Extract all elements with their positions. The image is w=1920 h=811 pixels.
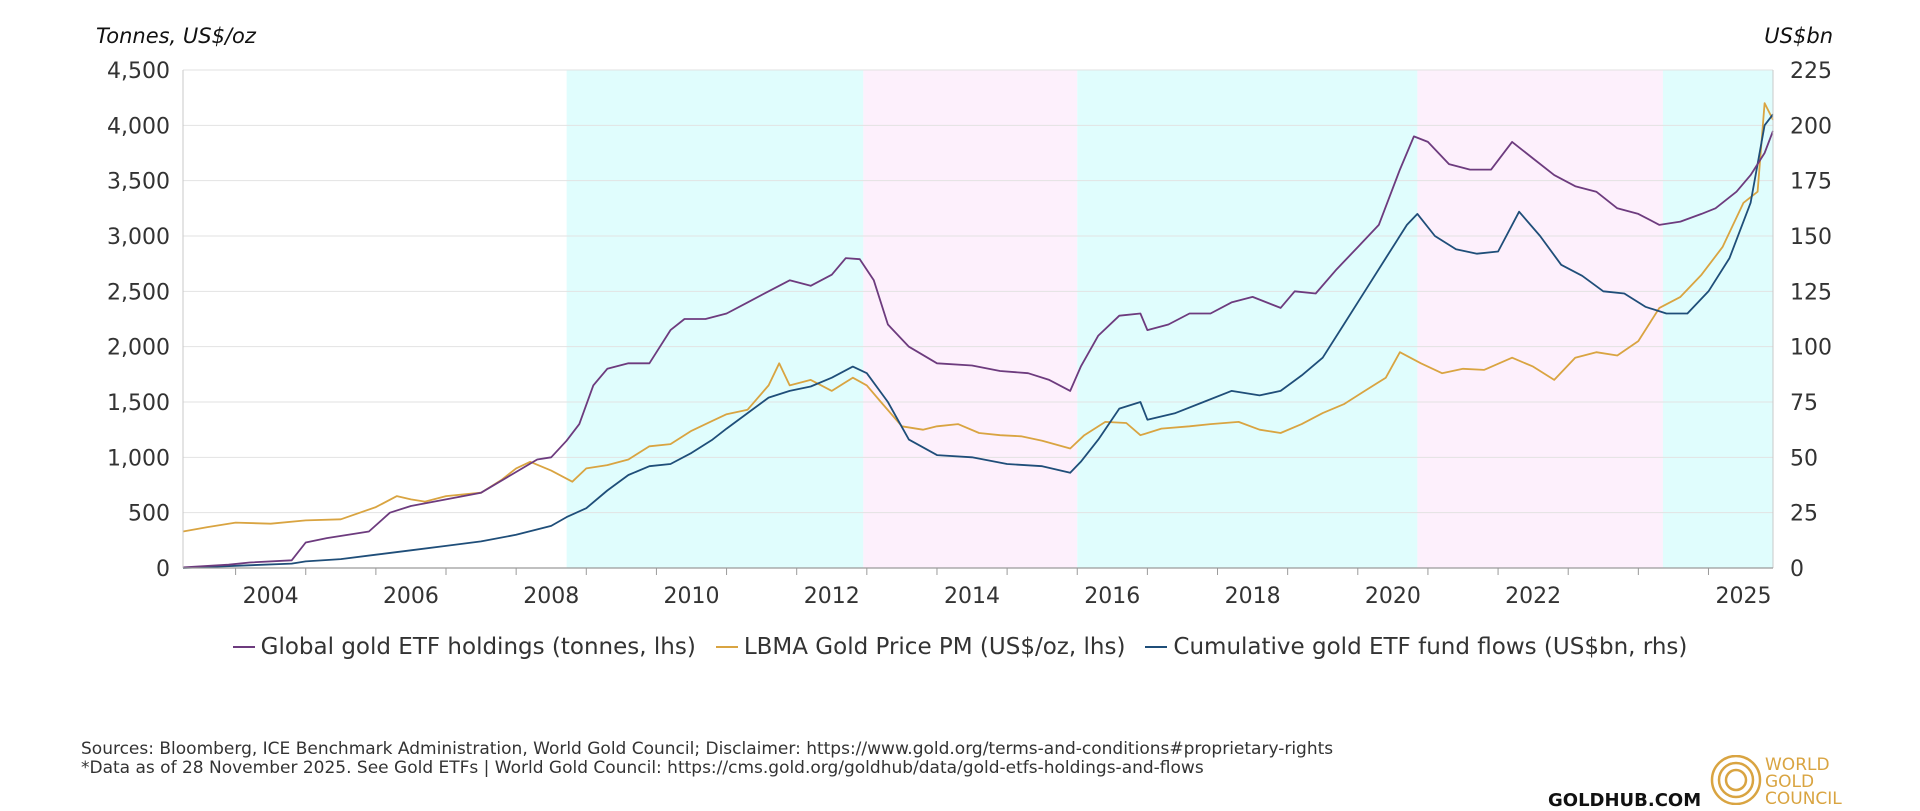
y-right-tick-label: 100 (1790, 336, 1832, 361)
y-left-tick-label: 0 (156, 557, 170, 582)
x-tick-label: 2016 (1084, 584, 1140, 609)
y-right-tick-label: 25 (1790, 502, 1818, 527)
logo-line-1: WORLD (1765, 755, 1830, 775)
legend-item-flows: Cumulative gold ETF fund flows (US$bn, r… (1145, 634, 1687, 660)
y-left-tick-label: 2,500 (107, 280, 170, 305)
gridlines (183, 69, 1773, 514)
world-gold-council-logo-icon (1710, 755, 1762, 805)
regime-band-4 (1662, 70, 1773, 568)
x-tick-label: 2022 (1505, 584, 1561, 609)
y-right-tick-label: 175 (1790, 170, 1832, 195)
legend: Global gold ETF holdings (tonnes, lhs) L… (0, 634, 1920, 660)
y-left-tick-label: 3,500 (107, 170, 170, 195)
x-tick-label: 2018 (1225, 584, 1281, 609)
y-left-tick-label: 2,000 (107, 336, 170, 361)
regime-band-0 (566, 70, 864, 568)
series-line-price (182, 102, 1774, 533)
logo-line-2: GOLD (1765, 772, 1815, 792)
axes: 0 0 500 25 1,000 50 1,500 75 2,000 100 2,500 125 3,0… (107, 59, 1832, 609)
y-left-tick-label: 1,500 (107, 391, 170, 416)
logo-line-3: COUNCIL (1765, 789, 1842, 809)
x-tick-label: 2008 (523, 584, 579, 609)
x-tick-label: 2010 (663, 584, 719, 609)
legend-swatch-flows (1145, 646, 1168, 648)
series-layer (182, 102, 1774, 569)
goldhub-link[interactable]: GOLDHUB.COM (1548, 790, 1702, 811)
legend-label-flows: Cumulative gold ETF fund flows (US$bn, r… (1173, 634, 1688, 660)
regime-bands (566, 70, 1773, 568)
y-right-tick-label: 225 (1790, 59, 1832, 84)
series-line-flows (182, 113, 1774, 569)
right-axis-unit: US$bn (1764, 24, 1833, 48)
x-tick-label: 2012 (804, 584, 860, 609)
x-tick-label: 2020 (1365, 584, 1421, 609)
legend-swatch-holdings (232, 646, 255, 648)
x-tick-label: 2006 (383, 584, 439, 609)
legend-label-price: LBMA Gold Price PM (US$/oz, lhs) (743, 634, 1126, 660)
y-left-tick-label: 1,000 (107, 446, 170, 471)
y-right-tick-label: 75 (1790, 391, 1818, 416)
y-left-tick-label: 500 (128, 502, 170, 527)
regime-band-2 (1077, 70, 1418, 568)
legend-swatch-price (715, 646, 738, 648)
y-right-tick-label: 150 (1790, 225, 1832, 250)
sources-block: Sources: Bloomberg, ICE Benchmark Admini… (81, 740, 1333, 778)
y-right-tick-label: 200 (1790, 114, 1832, 139)
legend-label-holdings: Global gold ETF holdings (tonnes, lhs) (260, 634, 696, 660)
y-left-tick-label: 4,500 (107, 59, 170, 84)
y-right-tick-label: 0 (1790, 557, 1804, 582)
x-tick-label: 2025 (1716, 584, 1772, 609)
y-right-tick-label: 50 (1790, 446, 1818, 471)
note-line: *Data as of 28 November 2025. See Gold E… (81, 758, 1204, 778)
y-left-tick-label: 4,000 (107, 114, 170, 139)
gold-etf-chart: 0 0 500 25 1,000 50 1,500 75 2,000 100 2,500 125 3,0… (107, 59, 1832, 609)
regime-band-3 (1417, 70, 1663, 568)
legend-item-price: LBMA Gold Price PM (US$/oz, lhs) (715, 634, 1126, 660)
left-axis-unit: Tonnes, US$/oz (96, 24, 256, 48)
sources-line: Sources: Bloomberg, ICE Benchmark Admini… (81, 739, 1334, 759)
x-tick-label: 2004 (243, 584, 299, 609)
series-line-holdings (182, 130, 1774, 569)
regime-band-1 (863, 70, 1078, 568)
legend-item-holdings: Global gold ETF holdings (tonnes, lhs) (232, 634, 696, 660)
y-left-tick-label: 3,000 (107, 225, 170, 250)
logo-text: WORLD GOLD COUNCIL (1765, 757, 1842, 808)
y-right-tick-label: 125 (1790, 280, 1832, 305)
x-tick-label: 2014 (944, 584, 1000, 609)
